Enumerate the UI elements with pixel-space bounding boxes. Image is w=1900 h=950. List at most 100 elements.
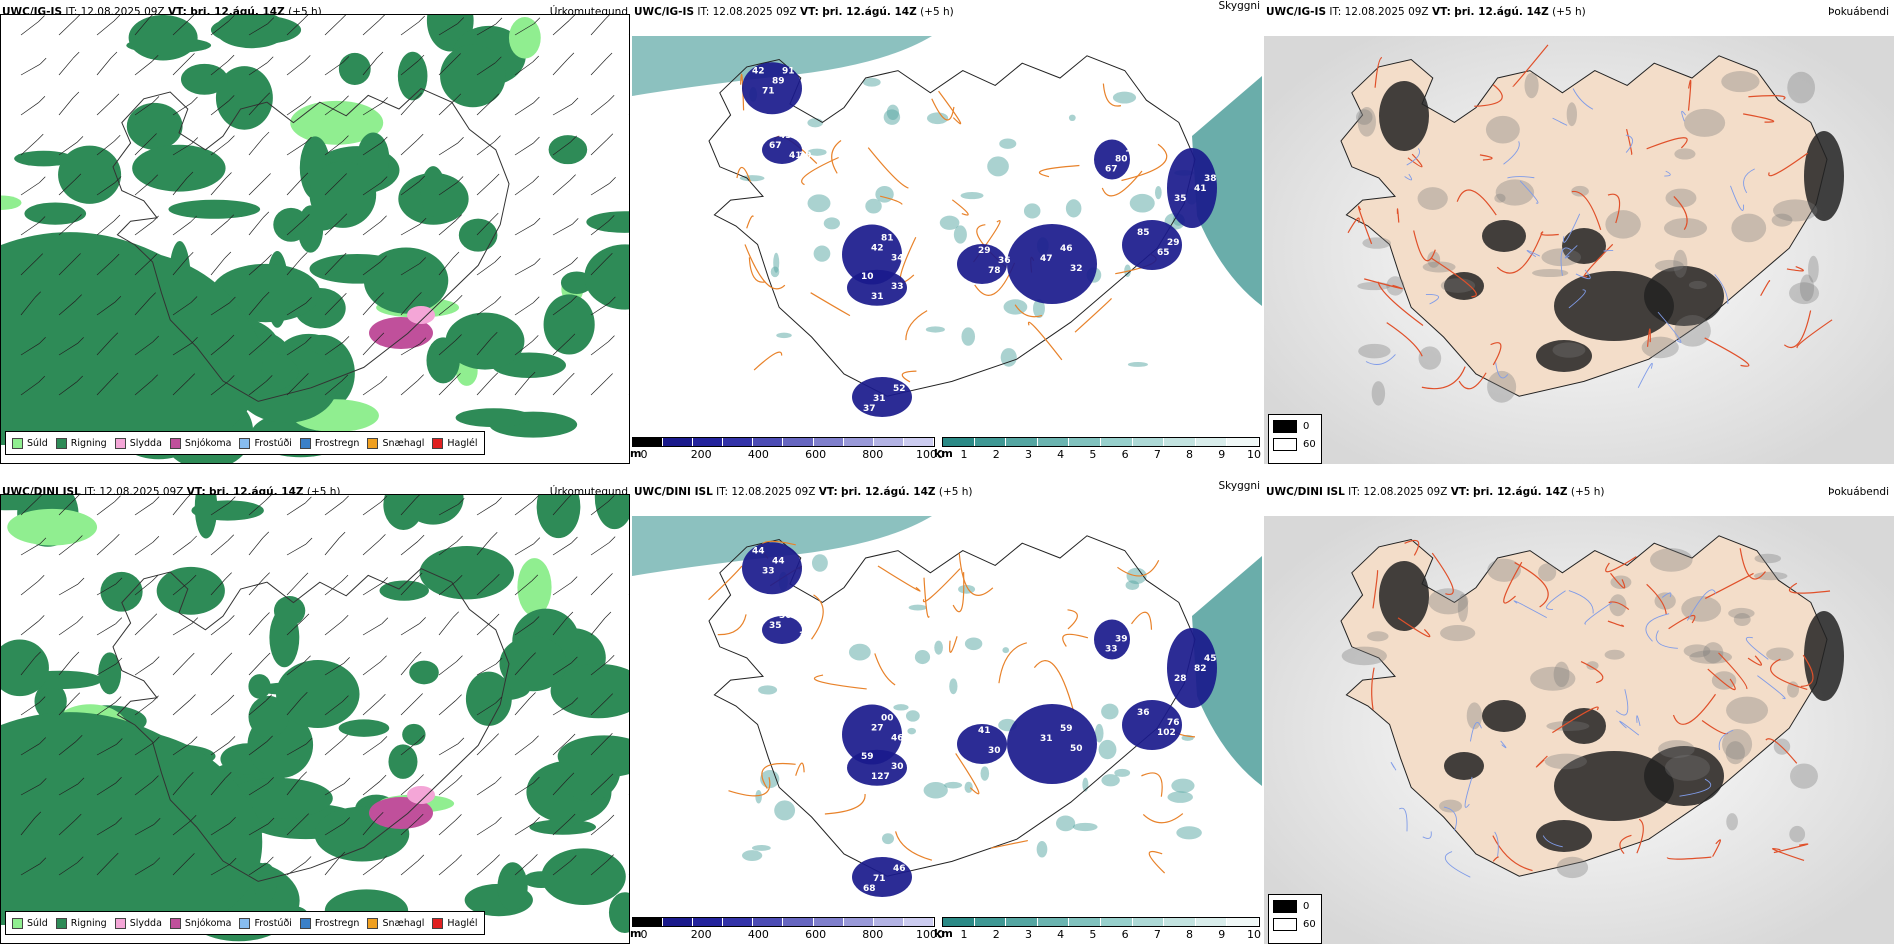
ceiling-colorbar-segment xyxy=(783,438,814,446)
ceiling-value-label: 30 xyxy=(988,746,1001,756)
ceiling-value-label: 37 xyxy=(863,404,876,414)
ceiling-colorbar-bar xyxy=(632,917,935,927)
visibility-colorbar-bar xyxy=(942,437,1260,447)
precip-legend-item: Snæhagl xyxy=(367,437,424,449)
legend-swatch xyxy=(114,917,126,929)
ceiling-colorbar-segment xyxy=(813,438,844,446)
fog-legend-item: 0 xyxy=(1273,900,1317,913)
visibility-tick-label: 6 xyxy=(1121,448,1129,461)
precip-legend: Súld Rigning Slydda Snjókoma Frostúði Frostre… xyxy=(5,911,485,935)
visibility-unit: km xyxy=(934,927,953,940)
precip-legend-item: Haglél xyxy=(432,437,478,449)
precip-legend-item: Slydda xyxy=(114,917,162,929)
ceiling-colorbar-segment xyxy=(723,438,754,446)
visibility-colorbar-segment xyxy=(1195,918,1228,926)
precip-panel-row2: UWC/DINI ISL IT: 12.08.2025 09Z VT: þri.… xyxy=(0,480,630,945)
ceiling-value-label: 71 xyxy=(873,874,886,884)
legend-label: Rigning xyxy=(70,917,107,929)
precip-legend-item: Frostúði xyxy=(239,917,292,929)
visibility-colorbar-segment xyxy=(1164,918,1196,926)
ceiling-value-label: 44 xyxy=(752,546,765,556)
visibility-colorbar-segment xyxy=(1100,918,1133,926)
visibility-tick-label: 8 xyxy=(1186,448,1194,461)
cloud-panel-row2: UWC/DINI ISL IT: 12.08.2025 09Z VT: þri.… xyxy=(630,480,1262,945)
visibility-tick-label: 10 xyxy=(1247,448,1261,461)
visibility-colorbar-segment xyxy=(1037,918,1070,926)
ceiling-value-label: 31 xyxy=(1040,734,1053,744)
ceiling-colorbar-segment xyxy=(873,438,904,446)
visibility-tick-label: 2 xyxy=(992,928,1000,941)
ceiling-value-label: 68 xyxy=(863,884,876,894)
legend-label: Frostúði xyxy=(254,917,292,929)
fog-map-graphic xyxy=(1264,36,1894,464)
legend-label: Snæhagl xyxy=(382,917,425,929)
ceiling-value-label: 33 xyxy=(891,282,904,292)
precip-legend-item: Snjókoma xyxy=(169,917,232,929)
visibility-tick-label: 3 xyxy=(1024,928,1032,941)
ceiling-value-label: 36 xyxy=(1137,708,1150,718)
visibility-unit: km xyxy=(934,447,953,460)
ceiling-colorbar-ticks: 0 200 400 600 800 1000 xyxy=(632,447,945,461)
visibility-colorbar-segment xyxy=(1164,438,1196,446)
ceiling-value-label: 32 xyxy=(1070,264,1083,274)
visibility-tick-label: 1 xyxy=(960,448,968,461)
panel-product-label: Þokuábendi xyxy=(1828,486,1889,498)
visibility-tick-label: 1 xyxy=(960,928,968,941)
legend-label: 0 xyxy=(1303,421,1310,432)
visibility-tick-label: 9 xyxy=(1218,928,1226,941)
ceiling-value-label: 44 xyxy=(772,556,785,566)
fog-panel-row2: UWC/DINI ISL IT: 12.08.2025 09Z VT: þri.… xyxy=(1264,480,1894,945)
legend-label: 60 xyxy=(1303,439,1316,450)
ceiling-tick-label: 400 xyxy=(747,448,769,461)
visibility-colorbar-segment xyxy=(1069,438,1101,446)
ceiling-value-label: 35 xyxy=(799,631,812,641)
ceiling-value-label: 33 xyxy=(1105,645,1118,655)
ceiling-value-label: 10 xyxy=(861,272,874,282)
legend-swatch xyxy=(55,437,67,449)
legend-swatch xyxy=(367,437,379,449)
legend-swatch xyxy=(1273,420,1297,433)
ceiling-value-label: 27 xyxy=(871,724,884,734)
visibility-tick-label: 2 xyxy=(992,448,1000,461)
fog-legend: 0 60 xyxy=(1268,414,1322,464)
fog-legend-item: 60 xyxy=(1273,438,1317,451)
legend-swatch xyxy=(1273,900,1297,913)
ceiling-value-label: 59 xyxy=(1060,724,1073,734)
legend-swatch xyxy=(432,437,444,449)
ceiling-colorbar-segment xyxy=(633,438,664,446)
ceiling-value-label: 91 xyxy=(782,66,795,76)
legend-label: Snjókoma xyxy=(184,437,232,449)
panel-title: UWC/IG-IS IT: 12.08.2025 09Z VT: þri. 12… xyxy=(634,6,954,18)
ceiling-value-label: 65 xyxy=(1157,248,1170,258)
ceiling-colorbar-segment xyxy=(813,918,844,926)
legend-label: Snjókoma xyxy=(184,917,232,929)
panel-product-label: Skyggni xyxy=(1218,0,1261,12)
precip-legend-item: Rigning xyxy=(55,437,107,449)
fog-legend: 0 60 xyxy=(1268,894,1322,944)
ceiling-tick-label: 200 xyxy=(690,928,712,941)
precip-panel-row1: UWC/IG-IS IT: 12.08.2025 09Z VT: þri. 12… xyxy=(0,0,630,465)
ceiling-value-label: 46 xyxy=(893,864,906,874)
visibility-tick-label: 5 xyxy=(1089,928,1097,941)
visibility-colorbar: 1 2 3 4 5 6 7 8 9 10 km xyxy=(934,437,1261,461)
ceiling-value-label: 47 xyxy=(1040,254,1053,264)
precip-map: Súld Rigning Slydda Snjókoma Frostúði Frostre… xyxy=(0,14,630,464)
legend-label: Slydda xyxy=(129,917,162,929)
ceiling-colorbar-segment xyxy=(873,918,904,926)
precip-map: Súld Rigning Slydda Snjókoma Frostúði Frostre… xyxy=(0,494,630,944)
visibility-colorbar-segment xyxy=(943,438,975,446)
ceiling-value-label: 67 xyxy=(769,141,782,151)
visibility-colorbar-segment xyxy=(1006,918,1038,926)
ceiling-colorbar-segment xyxy=(903,438,934,446)
ceiling-colorbar-segment xyxy=(633,918,664,926)
legend-swatch xyxy=(55,917,67,929)
visibility-colorbar-segment xyxy=(1100,438,1133,446)
ceiling-colorbar-segment xyxy=(843,438,874,446)
legend-swatch xyxy=(1273,918,1297,931)
fog-legend-item: 0 xyxy=(1273,420,1317,433)
ceiling-value-label: 41 xyxy=(1194,184,1207,194)
ceiling-value-label: 29 xyxy=(978,246,991,256)
visibility-colorbar-segment xyxy=(1132,918,1165,926)
visibility-colorbar-segment xyxy=(974,438,1007,446)
visibility-tick-label: 7 xyxy=(1153,448,1161,461)
